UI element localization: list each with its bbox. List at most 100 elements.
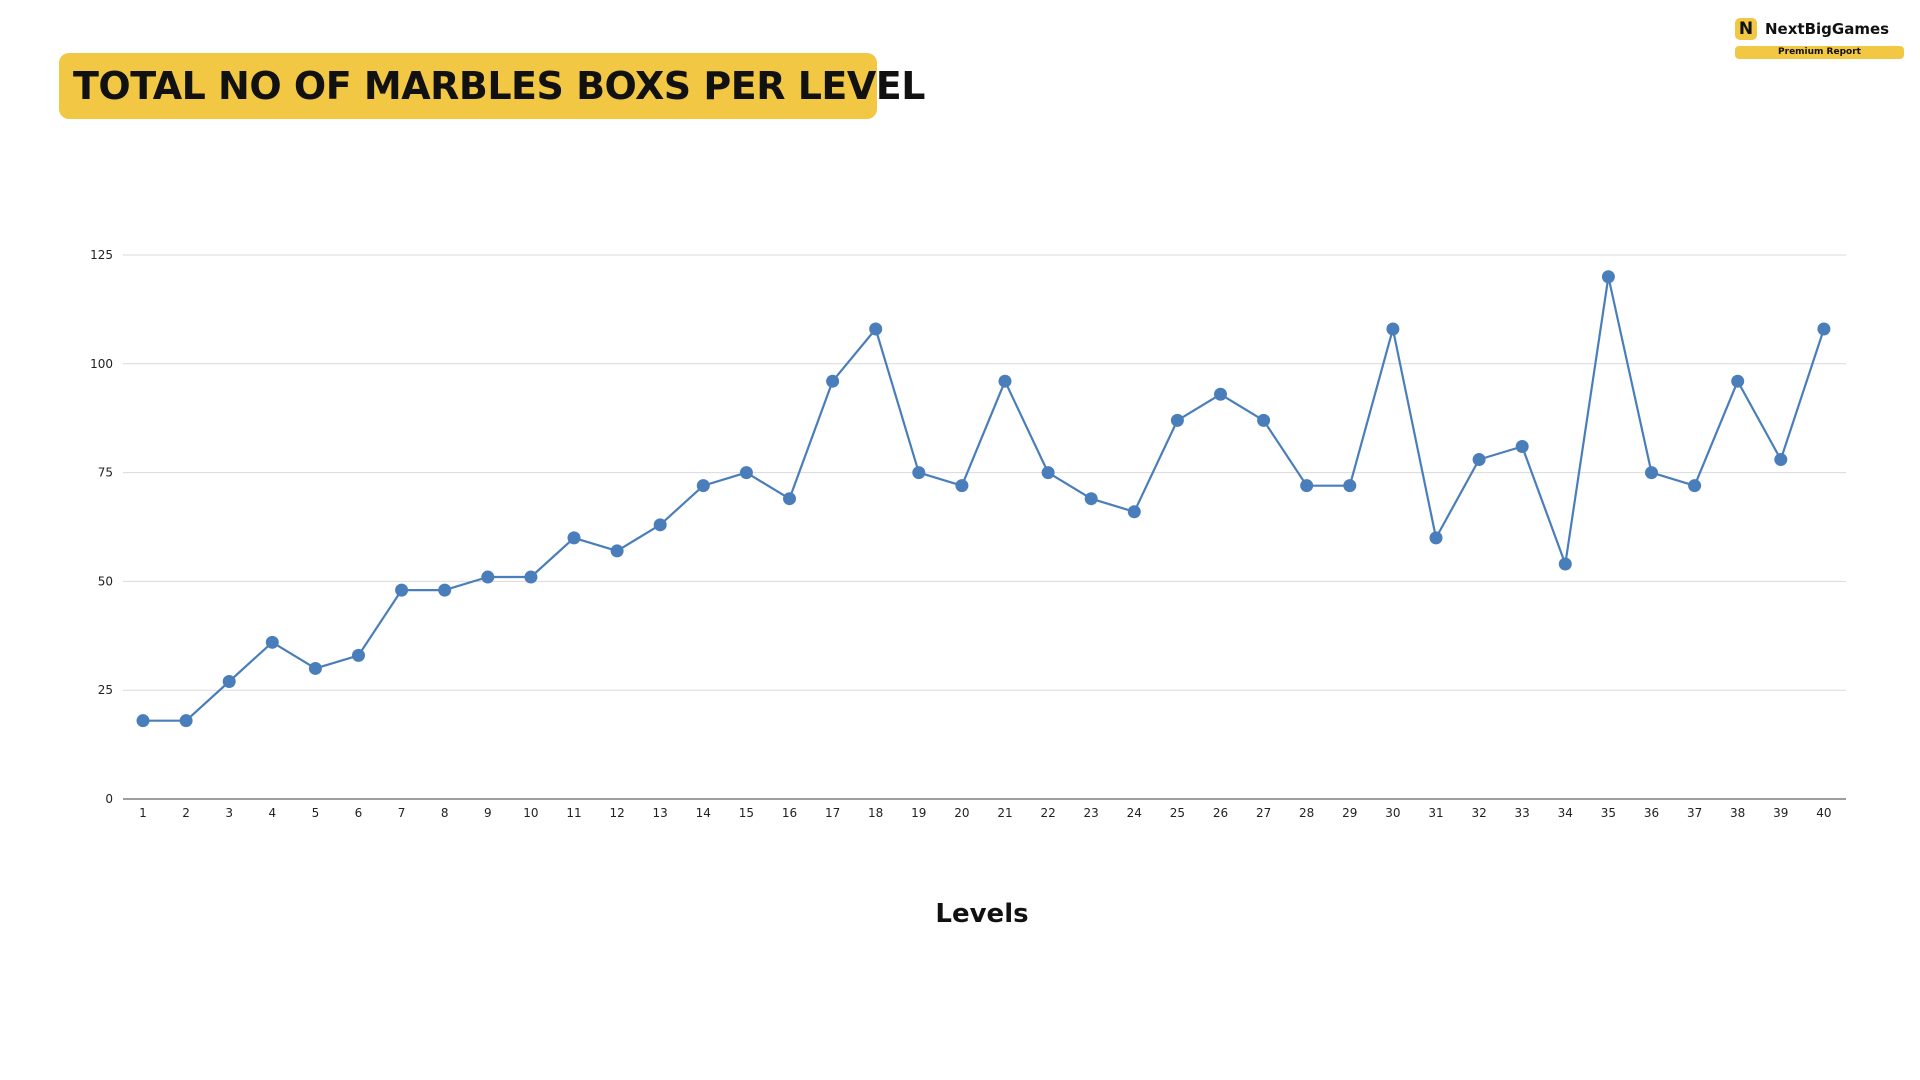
data-point-level-2 (179, 714, 193, 728)
data-point-level-26 (1214, 387, 1227, 401)
x-tick-label: 11 (566, 806, 581, 820)
data-point-level-33 (1515, 439, 1529, 453)
data-point-level-18 (869, 322, 883, 336)
x-tick-label: 16 (782, 806, 797, 820)
data-point-level-6 (352, 648, 365, 662)
x-tick-label: 31 (1428, 806, 1443, 820)
x-tick-label: 13 (653, 806, 668, 820)
data-point-level-36 (1645, 466, 1658, 480)
x-tick-label: 38 (1730, 806, 1745, 820)
x-tick-label: 37 (1687, 806, 1702, 820)
x-tick-label: 25 (1170, 806, 1185, 820)
x-tick-label: 7 (398, 806, 406, 820)
data-point-level-16 (783, 492, 796, 506)
chart-title: TOTAL NO OF MARBLES BOXS PER LEVEL (73, 64, 925, 108)
data-point-level-9 (481, 570, 495, 584)
x-tick-label: 32 (1471, 806, 1486, 820)
y-tick-label: 100 (90, 357, 113, 371)
data-point-level-8 (438, 583, 452, 597)
premium-badge: Premium Report (1735, 46, 1904, 59)
y-tick-label: 75 (98, 466, 113, 480)
y-tick-label: 0 (105, 792, 113, 806)
x-tick-label: 27 (1256, 806, 1271, 820)
brand-logo-letter: N (1738, 18, 1754, 39)
y-tick-label: 125 (90, 248, 113, 262)
data-point-level-22 (1041, 466, 1055, 480)
data-point-level-1 (136, 714, 150, 728)
data-point-level-21 (998, 374, 1012, 388)
data-point-level-19 (912, 466, 926, 480)
data-point-level-39 (1774, 453, 1788, 467)
x-tick-label: 19 (911, 806, 926, 820)
x-tick-label: 4 (268, 806, 276, 820)
x-tick-label: 34 (1558, 806, 1573, 820)
x-tick-label: 24 (1127, 806, 1142, 820)
x-tick-label: 22 (1040, 806, 1055, 820)
data-point-level-13 (653, 518, 667, 532)
x-tick-label: 29 (1342, 806, 1357, 820)
series-line (143, 275, 1825, 722)
brand-logo-block: N NextBigGames Premium Report (1735, 18, 1905, 60)
data-point-level-20 (955, 479, 969, 493)
grid-lines (123, 254, 1846, 691)
data-point-level-29 (1343, 479, 1357, 493)
x-tick-label: 1 (139, 806, 147, 820)
data-point-level-11 (567, 531, 581, 545)
x-tick-label: 10 (523, 806, 538, 820)
data-point-level-34 (1558, 557, 1572, 571)
x-tick-label: 36 (1644, 806, 1659, 820)
data-point-level-15 (739, 466, 753, 480)
brand-name: NextBigGames (1765, 20, 1890, 38)
title-banner: TOTAL NO OF MARBLES BOXS PER LEVEL (59, 53, 925, 119)
x-tick-label: 20 (954, 806, 969, 820)
x-tick-label: 9 (484, 806, 492, 820)
x-tick-label: 5 (312, 806, 320, 820)
series-line-layer (143, 275, 1825, 722)
y-tick-label: 50 (98, 574, 113, 588)
data-points (136, 270, 1831, 728)
data-point-level-40 (1817, 322, 1831, 336)
x-tick-label: 6 (355, 806, 363, 820)
data-point-level-14 (696, 479, 710, 493)
y-tick-label: 25 (98, 683, 113, 697)
x-tick-label: 23 (1084, 806, 1099, 820)
data-point-level-28 (1300, 479, 1314, 493)
x-tick-label: 2 (182, 806, 190, 820)
x-tick-label: 21 (997, 806, 1012, 820)
x-tick-label: 12 (609, 806, 624, 820)
brand-icon: N (1735, 18, 1757, 40)
data-point-level-24 (1127, 505, 1141, 519)
x-tick-label: 39 (1773, 806, 1788, 820)
x-tick-label: 33 (1515, 806, 1530, 820)
data-point-level-4 (265, 635, 279, 649)
data-point-level-35 (1601, 270, 1615, 284)
data-point-level-23 (1084, 492, 1098, 506)
data-point-level-10 (524, 570, 538, 584)
data-point-level-12 (610, 544, 624, 558)
data-point-level-25 (1170, 413, 1184, 427)
data-point-level-7 (395, 583, 409, 597)
x-tick-label: 18 (868, 806, 883, 820)
y-tick-labels: 0 25 50 75 100 125 (90, 248, 113, 806)
x-tick-label: 30 (1385, 806, 1400, 820)
x-axis-label: Levels (935, 899, 1028, 929)
x-tick-label: 26 (1213, 806, 1228, 820)
x-tick-labels: 1 2 3 4 5 6 7 8 9 10 11 12 13 14 15 16 17 18 19 20 21 22 23 24 2… (139, 806, 1831, 820)
data-point-level-31 (1429, 531, 1443, 545)
x-tick-label: 40 (1816, 806, 1831, 820)
x-tick-label: 28 (1299, 806, 1314, 820)
data-point-level-27 (1257, 413, 1271, 427)
x-tick-label: 3 (225, 806, 233, 820)
x-tick-label: 14 (696, 806, 711, 820)
data-point-level-32 (1472, 453, 1486, 467)
data-point-level-5 (308, 661, 322, 675)
x-tick-label: 15 (739, 806, 754, 820)
x-tick-label: 35 (1601, 806, 1616, 820)
data-point-level-30 (1386, 322, 1400, 336)
x-tick-label: 17 (825, 806, 840, 820)
data-point-level-3 (222, 674, 236, 688)
data-point-level-38 (1731, 374, 1745, 388)
data-point-level-17 (826, 374, 840, 388)
